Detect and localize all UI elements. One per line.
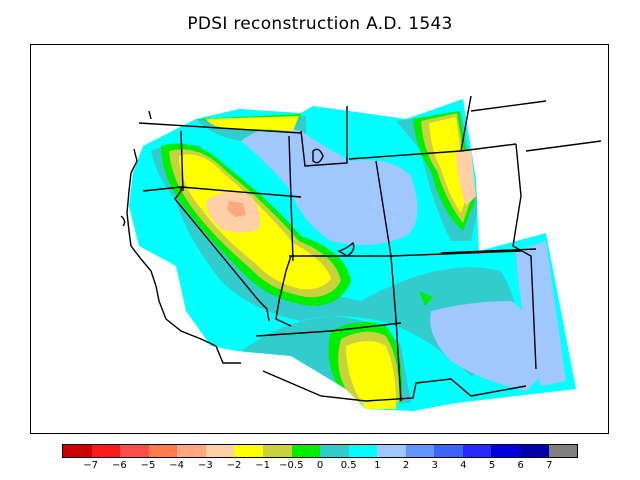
colorbar-tick-label: 5 [488, 460, 496, 471]
colorbar-tick-label: −1 [255, 460, 271, 471]
colorbar-swatch [377, 445, 406, 457]
colorbar-tick-label: −0.5 [279, 460, 304, 471]
colorbar-tick-label: 0.5 [340, 460, 357, 471]
colorbar-swatch [405, 445, 435, 457]
colorbar-tick-label: 2 [402, 460, 410, 471]
colorbar-swatch [291, 445, 321, 457]
colorbar-swatch [348, 445, 378, 457]
colorbar-tick-label: −4 [169, 460, 185, 471]
colorbar-swatch [262, 445, 292, 457]
colorbar-tick-label: −3 [197, 460, 213, 471]
colorbar-swatch [548, 445, 578, 457]
colorbar-tick-label: −2 [226, 460, 242, 471]
map-frame [30, 44, 609, 434]
colorbar-tick-label: 7 [546, 460, 553, 471]
colorbar-swatch [63, 445, 92, 457]
colorbar-tick-label: 0 [316, 460, 324, 471]
colorbar-tick-label: −5 [140, 460, 156, 471]
colorbar-swatch [491, 445, 520, 457]
colorbar-swatch [91, 445, 121, 457]
colorbar-swatch [234, 445, 263, 457]
colorbar-swatch [320, 445, 349, 457]
colorbar-tick-label: 4 [460, 460, 467, 471]
colorbar-swatch [434, 445, 463, 457]
colorbar-tick-label: 3 [431, 460, 438, 471]
colorbar-tick-label: −6 [111, 460, 127, 471]
colorbar-tick-label: 6 [517, 460, 524, 471]
colorbar-swatch [177, 445, 206, 457]
colorbar [62, 444, 578, 458]
pdsi-map [120, 95, 602, 411]
colorbar-tick-label: 1 [374, 460, 381, 471]
state-boundaries [120, 95, 602, 402]
colorbar-swatch [520, 445, 549, 457]
colorbar-swatch [205, 445, 235, 457]
map-title: PDSI reconstruction A.D. 1543 [187, 14, 453, 34]
colorbar-swatch [148, 445, 178, 457]
colorbar-legend: −7 −6 −5 −4 −3 −2 −1 −0.5 0 0.5 1 2 3 4 5 6 7 [62, 444, 578, 476]
colorbar-tick-label: −7 [83, 460, 99, 471]
colorbar-swatch [120, 445, 149, 457]
colorbar-swatch [462, 445, 492, 457]
